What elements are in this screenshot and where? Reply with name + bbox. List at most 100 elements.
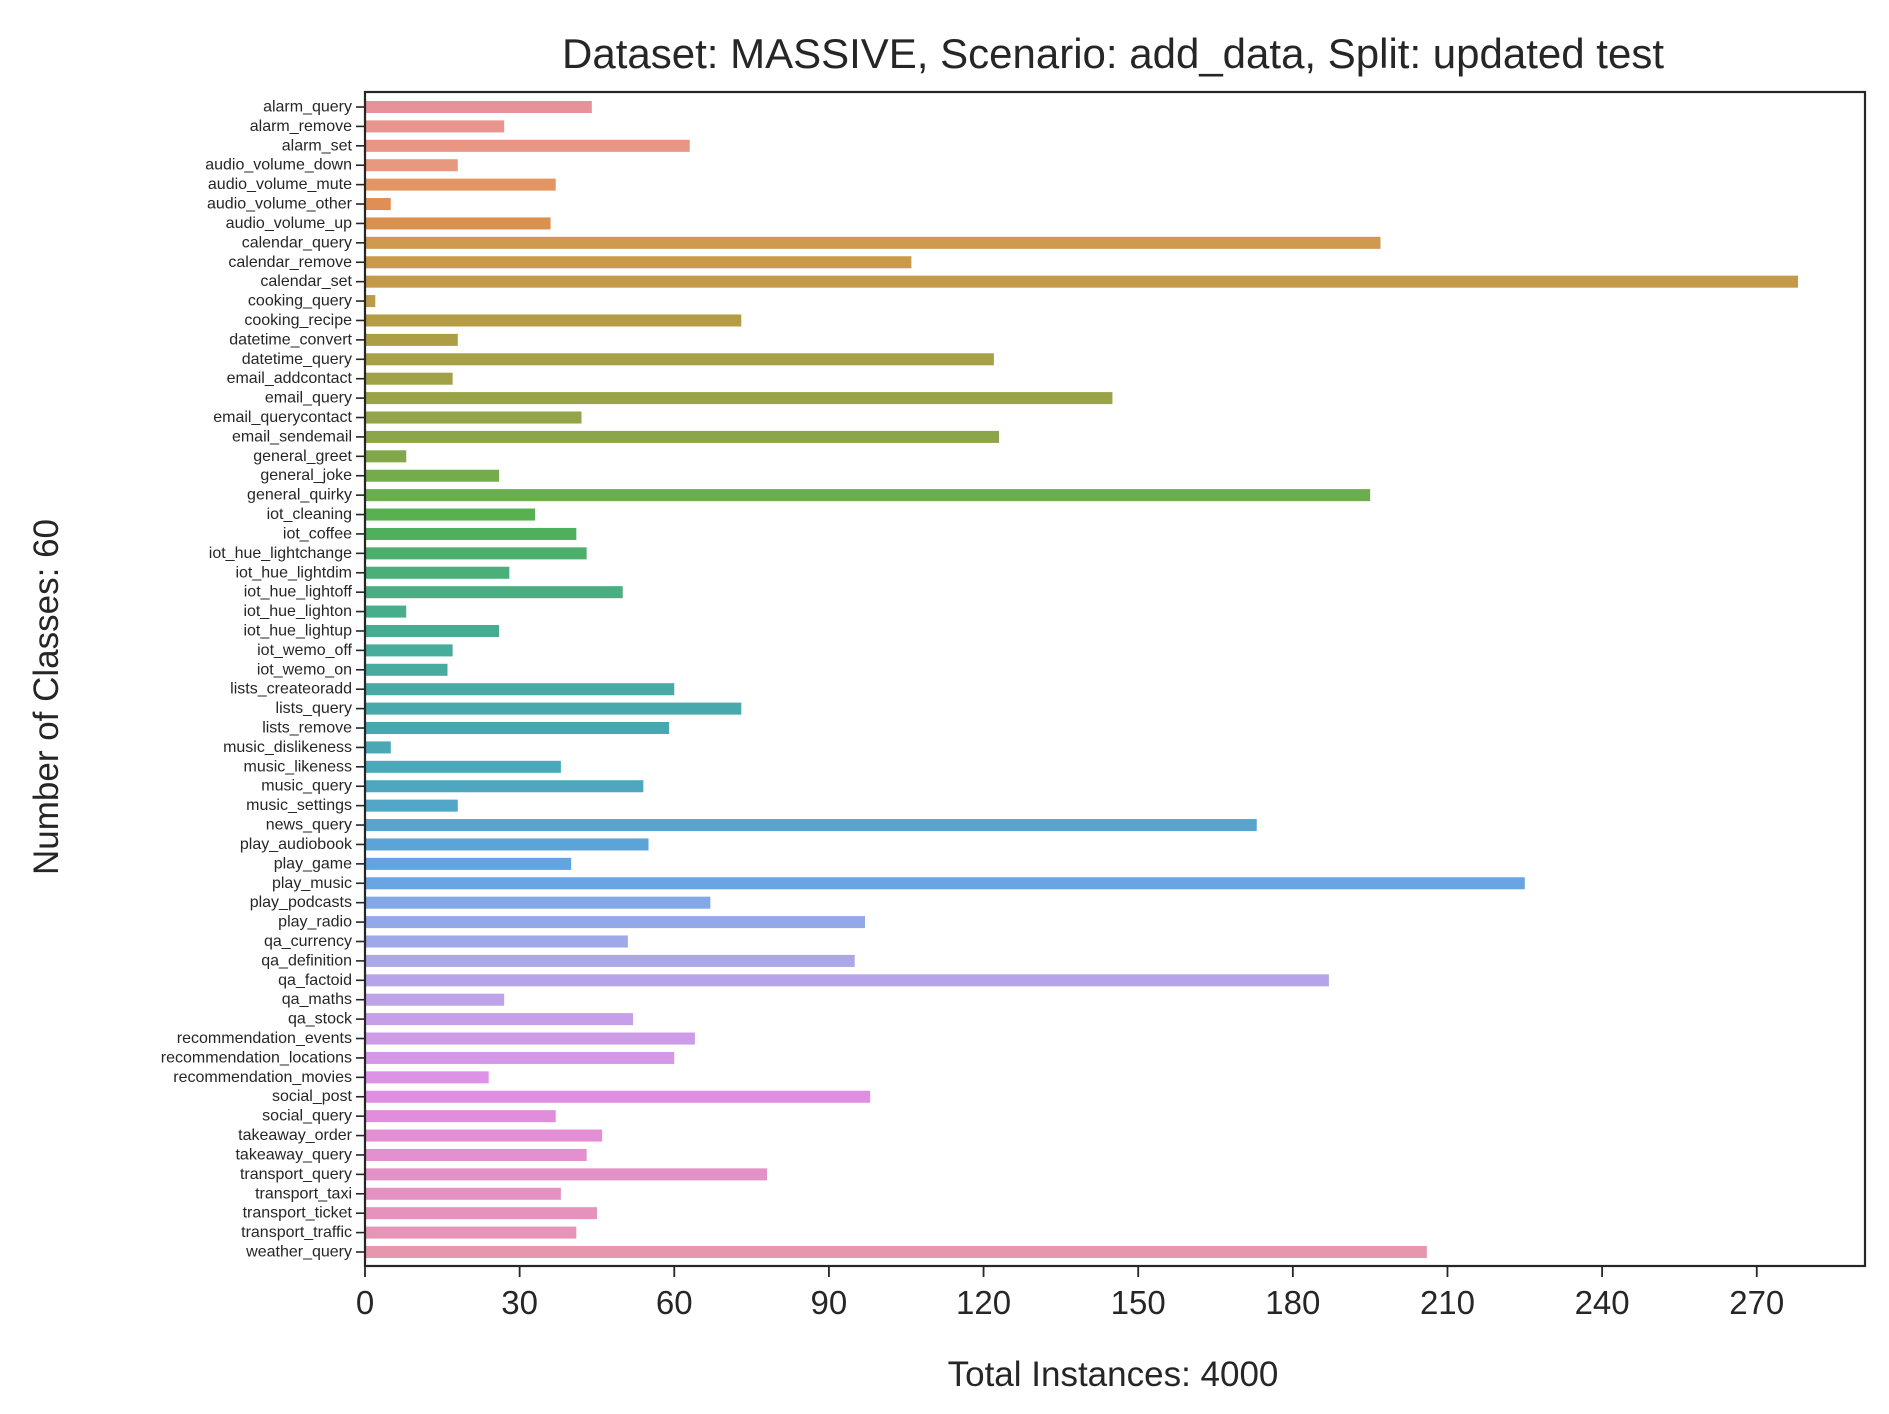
x-axis-label: Total Instances: 4000	[948, 1355, 1279, 1394]
y-tick-label: iot_hue_lighton	[243, 603, 352, 620]
y-tick-label: email_querycontact	[213, 409, 352, 426]
y-tick-label: lists_remove	[262, 720, 352, 737]
bar-audio_volume_mute	[365, 178, 556, 191]
y-tick-label: play_podcasts	[250, 894, 352, 911]
bar-alarm_remove	[365, 120, 505, 133]
y-tick-label: social_query	[262, 1108, 352, 1125]
y-tick-label: lists_createoradd	[230, 681, 352, 698]
bar-iot_wemo_off	[365, 644, 453, 657]
bar-play_radio	[365, 916, 865, 929]
bar-takeaway_order	[365, 1129, 603, 1142]
bar-takeaway_query	[365, 1148, 587, 1161]
bar-general_quirky	[365, 489, 1371, 502]
y-tick-label: play_game	[274, 855, 352, 872]
bar-recommendation_events	[365, 1032, 695, 1045]
y-tick-label: recommendation_events	[177, 1030, 352, 1047]
y-tick-label: iot_coffee	[283, 525, 352, 542]
y-tick-label: datetime_query	[242, 351, 352, 368]
y-tick-label: qa_factoid	[278, 972, 352, 989]
x-tick-label: 120	[956, 1284, 1011, 1321]
y-tick-label: cooking_recipe	[244, 312, 352, 329]
y-tick-label: general_greet	[253, 448, 352, 465]
bar-calendar_query	[365, 236, 1381, 249]
bar-email_querycontact	[365, 411, 582, 424]
bar-lists_query	[365, 702, 742, 715]
bar-play_audiobook	[365, 838, 649, 851]
y-tick-label: lists_query	[276, 700, 352, 717]
y-tick-label: qa_maths	[282, 991, 352, 1008]
bar-email_addcontact	[365, 372, 453, 385]
y-tick-label: alarm_query	[263, 99, 352, 116]
y-tick-label: iot_hue_lightchange	[209, 545, 352, 562]
bar-iot_hue_lightup	[365, 624, 500, 637]
bar-alarm_set	[365, 139, 690, 152]
y-tick-label: takeaway_query	[235, 1146, 352, 1163]
x-tick-label: 30	[501, 1284, 538, 1321]
bar-recommendation_movies	[365, 1071, 489, 1084]
bar-music_query	[365, 780, 644, 793]
bar-news_query	[365, 819, 1257, 832]
y-tick-label: audio_volume_mute	[208, 176, 352, 193]
y-tick-label: recommendation_movies	[173, 1069, 352, 1086]
y-tick-label: music_query	[261, 778, 352, 795]
bar-general_greet	[365, 450, 407, 463]
y-tick-label: alarm_remove	[250, 118, 352, 135]
bar-qa_currency	[365, 935, 628, 948]
bar-qa_stock	[365, 1013, 634, 1026]
bar-lists_createoradd	[365, 683, 675, 696]
y-tick-label: audio_volume_other	[207, 196, 353, 213]
bar-music_dislikeness	[365, 741, 391, 754]
x-axis-ticks: 0 30 60 90 120 150 180 210 240 270	[356, 1266, 1784, 1321]
bar-general_joke	[365, 469, 500, 482]
y-tick-label: transport_traffic	[241, 1224, 352, 1241]
bar-play_podcasts	[365, 896, 711, 909]
bar-transport_taxi	[365, 1187, 561, 1200]
y-tick-label: news_query	[266, 817, 352, 834]
bar-transport_traffic	[365, 1226, 577, 1239]
y-tick-label: transport_taxi	[255, 1185, 352, 1202]
bar-music_likeness	[365, 760, 561, 773]
y-tick-label: play_radio	[278, 914, 352, 931]
y-tick-label: iot_cleaning	[267, 506, 352, 523]
y-axis-ticks: alarm_query alarm_remove alarm_set audio_vo…	[161, 99, 365, 1261]
y-tick-label: iot_hue_lightdim	[235, 564, 352, 581]
bar-play_game	[365, 857, 572, 870]
bar-iot_hue_lightdim	[365, 566, 510, 579]
y-tick-label: transport_query	[240, 1166, 352, 1183]
bars-layer	[365, 100, 1798, 1259]
bar-datetime_query	[365, 353, 994, 366]
bar-alarm_query	[365, 100, 592, 114]
bar-iot_hue_lightoff	[365, 586, 623, 599]
y-tick-label: datetime_convert	[229, 331, 352, 348]
bar-qa_maths	[365, 993, 505, 1006]
bar-transport_ticket	[365, 1207, 597, 1220]
bar-audio_volume_up	[365, 217, 551, 230]
plot-frame	[363, 90, 1867, 1268]
bar-iot_hue_lighton	[365, 605, 407, 618]
bar-cooking_query	[365, 295, 376, 308]
y-tick-label: transport_ticket	[243, 1205, 353, 1222]
bar-email_query	[365, 392, 1113, 405]
bar-lists_remove	[365, 722, 670, 735]
y-tick-label: music_settings	[246, 797, 352, 814]
x-tick-label: 180	[1265, 1284, 1320, 1321]
y-tick-label: iot_wemo_off	[257, 642, 352, 659]
x-tick-label: 270	[1729, 1284, 1784, 1321]
x-tick-label: 60	[656, 1284, 693, 1321]
bar-email_sendemail	[365, 430, 1000, 443]
y-tick-label: play_audiobook	[240, 836, 353, 853]
bar-datetime_convert	[365, 333, 458, 346]
y-tick-label: audio_volume_up	[226, 215, 352, 232]
y-tick-label: play_music	[272, 875, 352, 892]
y-tick-label: calendar_query	[242, 234, 352, 251]
y-tick-label: recommendation_locations	[161, 1049, 352, 1066]
y-tick-label: iot_hue_lightup	[243, 622, 352, 639]
y-tick-label: qa_stock	[288, 1011, 353, 1028]
bar-audio_volume_down	[365, 159, 458, 172]
y-tick-label: email_sendemail	[232, 428, 352, 445]
bar-music_settings	[365, 799, 458, 812]
y-tick-label: cooking_query	[248, 293, 352, 310]
y-tick-label: iot_hue_lightoff	[244, 584, 353, 601]
